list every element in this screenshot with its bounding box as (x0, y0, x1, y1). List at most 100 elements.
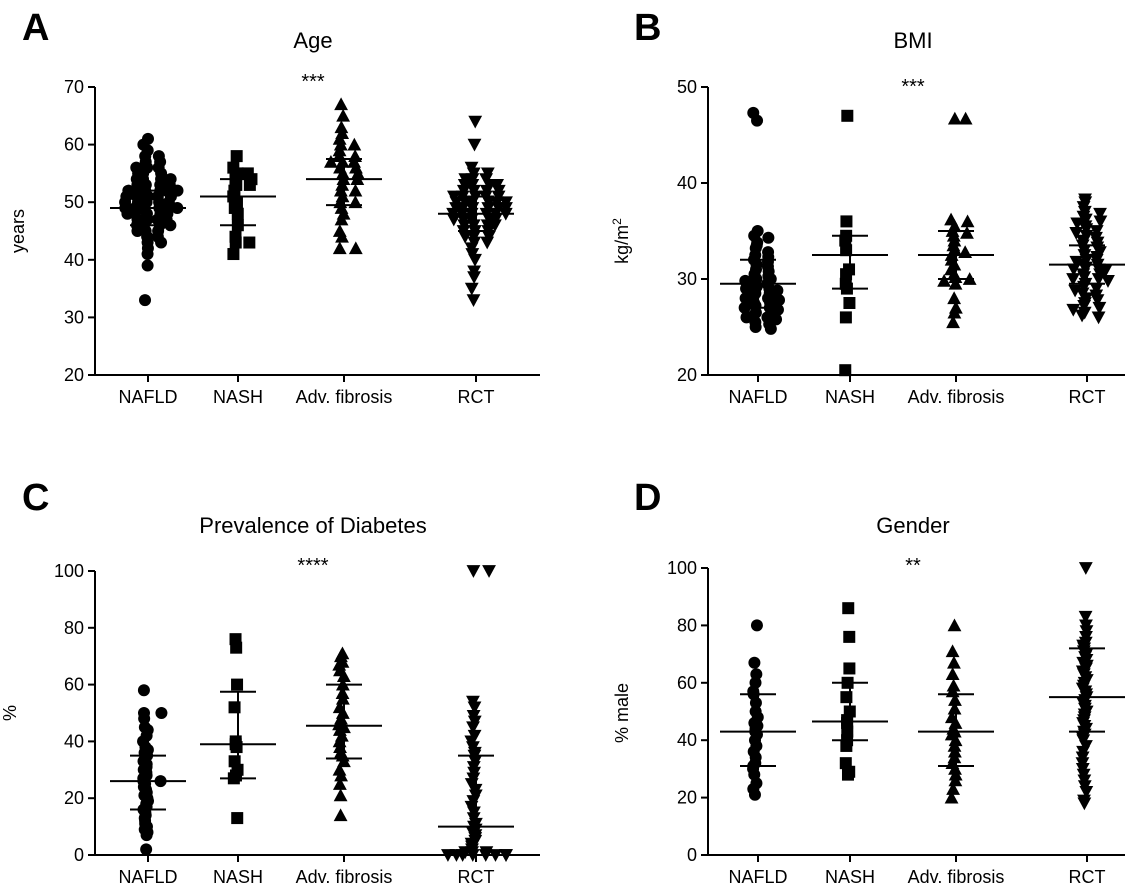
y-axis-label-text: kg/m (612, 225, 632, 264)
data-point (947, 744, 962, 758)
data-point (464, 282, 479, 296)
data-point (1066, 273, 1080, 286)
data-point (948, 276, 963, 290)
data-point (243, 178, 256, 191)
data-point (348, 183, 363, 197)
data-point (1079, 785, 1094, 799)
series-adv-fibrosis (306, 97, 382, 255)
x-tick-label: Adv. fibrosis (908, 387, 1005, 407)
data-point (840, 739, 853, 752)
x-tick-label: NAFLD (728, 867, 787, 887)
data-point (947, 739, 962, 752)
panel-c: C Prevalence of Diabetes ****% 0 20 40 60 80 100… (0, 477, 540, 887)
data-point (458, 230, 473, 244)
data-point (336, 108, 351, 122)
y-tick-label: 20 (64, 365, 84, 385)
panel-letter: B (634, 7, 661, 49)
panel-letter: A (22, 7, 49, 49)
data-point (467, 138, 482, 152)
data-point (243, 236, 256, 249)
data-point (335, 229, 349, 243)
data-point (482, 565, 496, 578)
data-point (841, 109, 854, 122)
data-point (749, 321, 762, 333)
data-point (1079, 223, 1094, 236)
data-point (468, 115, 483, 129)
data-point (1069, 227, 1084, 240)
data-point (334, 768, 348, 782)
data-point (1089, 225, 1104, 238)
significance-stars: ** (905, 555, 921, 577)
x-tick-label: NASH (213, 867, 263, 887)
data-point (947, 655, 961, 669)
data-point (946, 315, 960, 329)
data-point (1075, 309, 1089, 323)
data-point (441, 849, 455, 862)
data-point (488, 219, 502, 233)
data-point (1089, 282, 1104, 296)
y-tick-label: 60 (64, 675, 84, 695)
series-nash (200, 150, 276, 261)
data-point (348, 241, 363, 255)
data-point (1090, 294, 1105, 308)
data-point (468, 253, 482, 267)
data-point (841, 768, 854, 781)
x-tick-label: RCT (458, 867, 495, 887)
y-tick-label: 20 (677, 788, 697, 808)
y-axis-label: kg/m2 (610, 218, 632, 264)
data-point (1078, 610, 1093, 624)
y-tick-label: 70 (64, 77, 84, 97)
y-axis-label: % (0, 705, 20, 721)
series-nafld (720, 619, 796, 801)
data-point (751, 114, 764, 127)
y-axis-label: years (8, 209, 28, 253)
data-point (347, 137, 362, 151)
significance-stars: *** (901, 76, 925, 98)
y-axis-label: % male (612, 683, 632, 743)
series-adv-fibrosis (918, 618, 994, 804)
x-tick-label: NASH (213, 387, 263, 407)
y-axis-label-text: years (8, 209, 28, 253)
data-point (1093, 207, 1107, 221)
data-point (131, 225, 144, 237)
series-nash (812, 109, 888, 377)
chart-title: Age (293, 28, 332, 53)
data-point (351, 166, 365, 180)
data-point (332, 777, 347, 790)
data-point (948, 693, 962, 706)
data-point (762, 231, 775, 244)
data-point (947, 305, 962, 319)
data-point (839, 234, 852, 247)
y-tick-label: 0 (74, 845, 84, 865)
data-point (467, 271, 481, 284)
data-point (843, 630, 856, 643)
x-tick-label: RCT (1069, 387, 1106, 407)
data-point (750, 668, 763, 681)
data-point (333, 788, 348, 802)
data-point (1078, 562, 1093, 575)
y-axis-label-text: % male (612, 683, 632, 743)
data-point (333, 808, 348, 822)
data-point (466, 721, 480, 735)
data-point (945, 667, 960, 681)
data-point (948, 762, 962, 775)
data-point (324, 154, 338, 168)
data-point (121, 207, 134, 220)
significance-stars: *** (301, 71, 325, 93)
series-rct (1049, 562, 1125, 811)
data-point (839, 364, 852, 377)
data-point (946, 678, 961, 692)
data-point (230, 641, 243, 654)
data-point (748, 656, 761, 669)
data-point (480, 236, 495, 250)
data-point (155, 236, 168, 249)
panel-d: D Gender ** % male 0 20 40 60 80 100 NAFLD NASH Adv.… (612, 477, 1125, 887)
data-point (467, 701, 482, 715)
data-point (227, 248, 240, 261)
y-tick-label: 50 (64, 192, 84, 212)
x-tick-label: NASH (825, 867, 875, 887)
data-point (944, 790, 959, 804)
data-point (140, 843, 153, 856)
data-point (336, 669, 351, 682)
data-point (1091, 311, 1106, 325)
